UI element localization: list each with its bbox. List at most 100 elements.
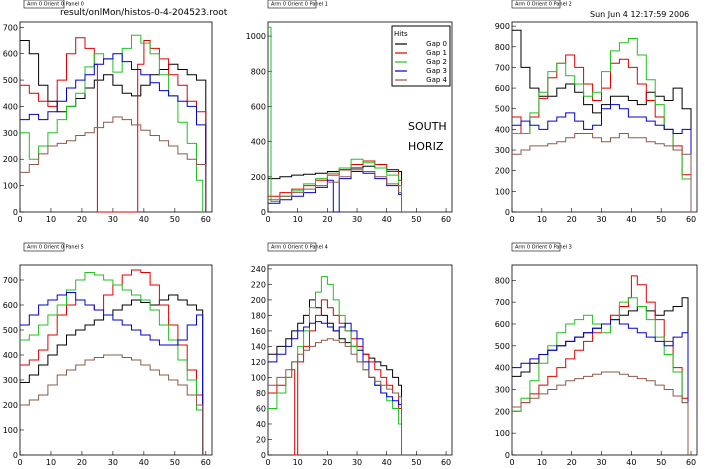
x-tick-label: 50 (656, 458, 666, 467)
y-tick-label: 240 (251, 265, 266, 274)
y-tick-label: 300 (495, 385, 510, 394)
series-line-gap-3 (20, 53, 207, 212)
plot-frame (267, 264, 453, 456)
series-line-gap-4 (20, 116, 207, 212)
panel-2: Arm 0 Orient 0 Panel 20 10 20 30 40 50 6001002… (495, 0, 698, 224)
series-line-gap-3 (512, 104, 692, 212)
y-tick-label: 800 (251, 67, 266, 76)
histogram-panels: Arm 0 Orient 0 Panel 00 10 20 30 40 50 6001002… (3, 0, 698, 467)
panel-title: Arm 0 Orient 0 Panel 5 (27, 245, 84, 251)
panel-0: Arm 0 Orient 0 Panel 00 10 20 30 40 50 6001002… (3, 0, 213, 224)
x-tick-label: 60 (201, 458, 211, 467)
y-tick-label: 0 (261, 451, 266, 460)
x-tick-label: 0 (265, 458, 270, 467)
y-tick-label: 500 (495, 342, 510, 351)
x-tick-label: 0 (509, 458, 514, 467)
series-line-gap-3 (512, 319, 689, 455)
y-tick-label: 300 (3, 376, 18, 385)
y-tick-label: 900 (495, 22, 510, 31)
y-tick-label: 500 (3, 326, 18, 335)
y-tick-label: 200 (3, 155, 18, 164)
y-tick-label: 0 (261, 208, 266, 217)
x-tick-label: 10 (46, 215, 56, 224)
x-tick-label: 10 (293, 215, 303, 224)
x-tick-label: 0 (17, 215, 22, 224)
y-tick-label: 600 (495, 84, 510, 93)
y-tick-label: 40 (256, 420, 266, 429)
series-line-gap-4 (512, 371, 689, 455)
legend-entry-gap-0: Gap 0 (426, 40, 447, 48)
y-tick-label: 140 (251, 342, 266, 351)
x-tick-label: 30 (352, 458, 362, 467)
y-tick-label: 700 (3, 276, 18, 285)
overlay-line1: SOUTH (408, 120, 447, 133)
series-line-gap-1 (20, 37, 207, 213)
x-tick-label: 50 (656, 215, 666, 224)
y-tick-label: 600 (495, 320, 510, 329)
y-tick-label: 0 (13, 451, 18, 460)
series-line-gap-0 (20, 294, 204, 455)
x-tick-label: 60 (201, 215, 211, 224)
x-tick-label: 0 (17, 458, 22, 467)
y-tick-label: 120 (251, 358, 266, 367)
plot-frame (511, 21, 698, 213)
y-tick-label: 300 (495, 146, 510, 155)
x-tick-label: 20 (322, 215, 332, 224)
y-tick-label: 0 (505, 208, 510, 217)
y-tick-label: 400 (251, 138, 266, 147)
y-tick-label: 400 (495, 364, 510, 373)
panel-title: Arm 0 Orient 0 Panel 3 (515, 245, 572, 251)
x-tick-label: 60 (686, 215, 696, 224)
y-tick-label: 700 (495, 298, 510, 307)
y-tick-label: 600 (3, 301, 18, 310)
x-tick-label: 50 (411, 215, 421, 224)
x-tick-label: 10 (537, 458, 547, 467)
y-tick-label: 100 (3, 182, 18, 191)
x-tick-label: 20 (567, 458, 577, 467)
x-tick-label: 20 (567, 215, 577, 224)
y-tick-label: 20 (256, 435, 266, 444)
y-tick-label: 220 (251, 280, 266, 289)
x-tick-label: 50 (411, 458, 421, 467)
x-tick-label: 40 (382, 458, 392, 467)
x-tick-label: 60 (441, 458, 451, 467)
x-tick-label: 50 (170, 215, 180, 224)
series-line-gap-3 (268, 321, 402, 455)
x-tick-label: 60 (441, 215, 451, 224)
series-line-gap-2 (512, 38, 692, 212)
x-tick-label: 40 (382, 215, 392, 224)
x-tick-label: 40 (139, 215, 149, 224)
y-tick-label: 300 (3, 129, 18, 138)
y-tick-label: 100 (3, 426, 18, 435)
panel-title: Arm 0 Orient 0 Panel 2 (515, 2, 572, 8)
x-tick-label: 30 (352, 215, 362, 224)
panel-title-box (511, 242, 561, 252)
y-tick-label: 400 (3, 351, 18, 360)
panel-5: Arm 0 Orient 0 Panel 30 10 20 30 40 50 6001002… (495, 242, 698, 467)
panel-4: Arm 0 Orient 0 Panel 4 0 10 20 30 40 50 60 0 20 40… (251, 242, 453, 467)
x-tick-label: 40 (626, 215, 636, 224)
y-tick-label: 400 (495, 125, 510, 134)
series-line-gap-0 (268, 299, 402, 455)
panel-3: Arm 0 Orient 0 Panel 50 10 20 30 40 50 6001002… (3, 242, 213, 467)
y-tick-label: 600 (3, 50, 18, 59)
y-tick-label: 200 (251, 173, 266, 182)
legend-entry-gap-4: Gap 4 (426, 76, 447, 84)
legend-entry-gap-1: Gap 1 (426, 49, 447, 57)
series-line-gap-2 (20, 272, 204, 455)
x-tick-label: 20 (77, 458, 87, 467)
panel-title-box (23, 0, 65, 9)
y-tick-label: 0 (505, 451, 510, 460)
y-tick-label: 180 (251, 311, 266, 320)
y-tick-label: 200 (3, 401, 18, 410)
series-line-gap-0 (512, 29, 692, 202)
y-tick-label: 0 (13, 208, 18, 217)
y-tick-label: 700 (3, 23, 18, 32)
panel-title-box (267, 0, 317, 9)
panel-title: Arm 0 Orient 0 Panel 4 (271, 245, 328, 251)
y-tick-label: 200 (495, 407, 510, 416)
date-label: Sun Jun 4 12:17:59 2006 (590, 10, 689, 19)
plot-frame (511, 264, 698, 456)
